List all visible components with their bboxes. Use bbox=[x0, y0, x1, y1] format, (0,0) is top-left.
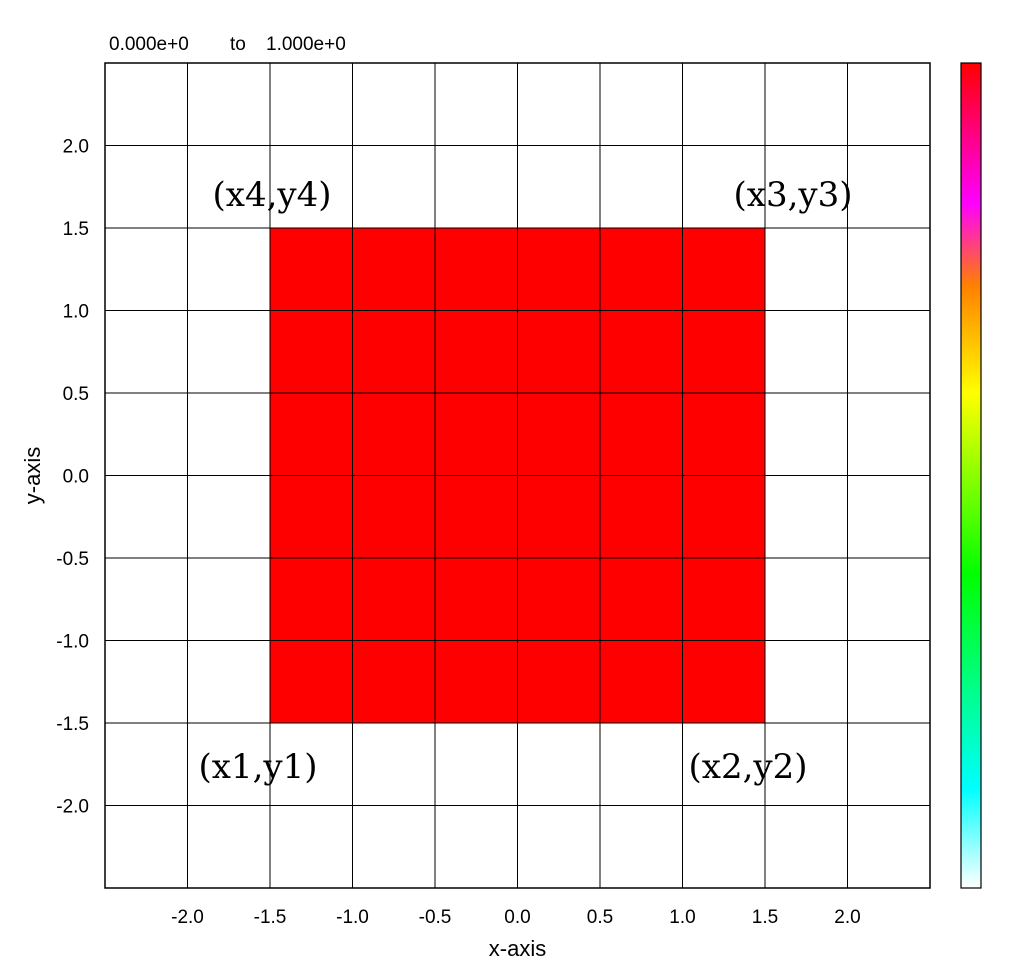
corner-label-bottom-left: (x1,y1) bbox=[199, 747, 318, 787]
y-tick-label-6: -1.0 bbox=[56, 632, 89, 653]
x-tick-label-0: -2.0 bbox=[171, 907, 204, 928]
colorbar bbox=[960, 62, 982, 889]
tick-labels-layer: -2.0 -1.5 -1.0 -0.5 0.0 0.5 1.0 1.5 2.0 2.0 1.5 1.0… bbox=[56, 137, 860, 929]
y-tick-label-4: 0.0 bbox=[63, 467, 89, 488]
y-tick-label-1: 1.5 bbox=[63, 219, 89, 240]
y-tick-label-3: 0.5 bbox=[63, 384, 89, 405]
x-axis-title: x-axis bbox=[489, 936, 546, 961]
corner-label-bottom-right: (x2,y2) bbox=[689, 747, 808, 787]
x-tick-label-6: 1.0 bbox=[669, 907, 695, 928]
annotations-layer: (x4,y4) (x3,y3) (x1,y1) (x2,y2) bbox=[199, 175, 853, 787]
y-tick-label-0: 2.0 bbox=[63, 137, 89, 158]
y-axis-title: y-axis bbox=[20, 447, 45, 504]
x-tick-label-7: 1.5 bbox=[752, 907, 778, 928]
plot-frame bbox=[104, 62, 931, 889]
range-max-label: 1.000e+0 bbox=[266, 34, 346, 55]
y-tick-label-5: -0.5 bbox=[56, 549, 89, 570]
y-tick-label-2: 1.0 bbox=[63, 302, 89, 323]
x-tick-label-2: -1.0 bbox=[336, 907, 369, 928]
x-tick-label-5: 0.5 bbox=[587, 907, 613, 928]
x-tick-label-1: -1.5 bbox=[254, 907, 287, 928]
x-tick-label-8: 2.0 bbox=[834, 907, 860, 928]
colorbar-layer bbox=[960, 62, 982, 889]
range-min-label: 0.000e+0 bbox=[109, 34, 189, 55]
x-tick-label-4: 0.0 bbox=[504, 907, 530, 928]
x-tick-label-3: -0.5 bbox=[419, 907, 452, 928]
y-tick-label-7: -1.5 bbox=[56, 714, 89, 735]
corner-label-top-left: (x4,y4) bbox=[213, 175, 332, 215]
corner-label-top-right: (x3,y3) bbox=[734, 175, 853, 215]
grid-layer bbox=[105, 63, 930, 888]
range-label: 0.000e+0 to 1.000e+0 bbox=[109, 34, 346, 55]
range-joiner-label: to bbox=[230, 34, 246, 55]
y-tick-label-8: -2.0 bbox=[56, 797, 89, 818]
